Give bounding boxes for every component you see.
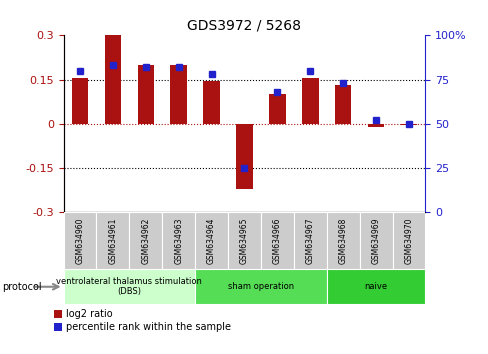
Bar [227, 212, 261, 269]
Bar [326, 212, 359, 269]
Bar [400, 124, 416, 125]
Text: protocol: protocol [2, 282, 42, 292]
Bar [63, 269, 195, 304]
Text: GSM634967: GSM634967 [305, 217, 314, 264]
Bar [137, 65, 154, 124]
Bar [367, 124, 384, 127]
Text: naive: naive [364, 282, 387, 291]
Text: GSM634964: GSM634964 [207, 217, 216, 264]
Bar [268, 95, 285, 124]
Bar [195, 269, 326, 304]
Text: GSM634965: GSM634965 [240, 217, 248, 264]
Bar [72, 78, 88, 124]
Text: GSM634966: GSM634966 [272, 217, 281, 264]
Legend: log2 ratio, percentile rank within the sample: log2 ratio, percentile rank within the s… [54, 309, 231, 332]
Bar [302, 78, 318, 124]
Bar [326, 269, 425, 304]
Bar [392, 212, 425, 269]
Text: GSM634962: GSM634962 [141, 217, 150, 264]
Bar [293, 212, 326, 269]
Bar [104, 35, 121, 124]
Bar [63, 212, 96, 269]
Bar [236, 124, 252, 189]
Bar [203, 81, 220, 124]
Bar [195, 212, 227, 269]
Text: ventrolateral thalamus stimulation
(DBS): ventrolateral thalamus stimulation (DBS) [56, 277, 202, 296]
Text: GSM634968: GSM634968 [338, 217, 347, 264]
Bar [96, 212, 129, 269]
Text: sham operation: sham operation [227, 282, 293, 291]
Bar [359, 212, 392, 269]
Text: GSM634963: GSM634963 [174, 217, 183, 264]
Bar [129, 212, 162, 269]
Bar [162, 212, 195, 269]
Bar [334, 85, 351, 124]
Bar [170, 65, 186, 124]
Title: GDS3972 / 5268: GDS3972 / 5268 [187, 19, 301, 33]
Text: GSM634969: GSM634969 [371, 217, 380, 264]
Text: GSM634970: GSM634970 [404, 217, 413, 264]
Text: GSM634960: GSM634960 [75, 217, 84, 264]
Bar [261, 212, 293, 269]
Text: GSM634961: GSM634961 [108, 217, 117, 264]
